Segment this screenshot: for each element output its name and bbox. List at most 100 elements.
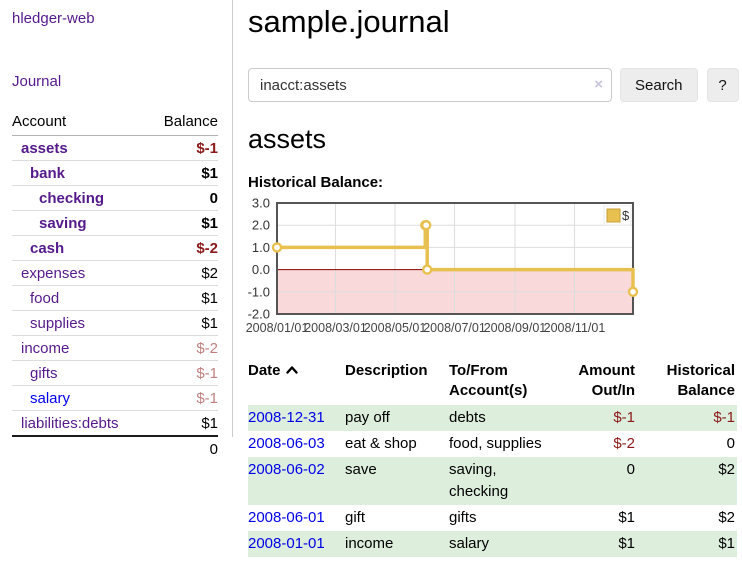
account-row: liabilities:debts $1 bbox=[12, 410, 218, 437]
column-header-amount: Amount Out/In bbox=[578, 362, 635, 399]
transaction-amount: $1 bbox=[561, 531, 637, 557]
column-header-accounts: To/From Account(s) bbox=[449, 362, 528, 399]
account-heading: assets bbox=[248, 124, 327, 154]
sidebar-account-link[interactable]: income bbox=[21, 340, 70, 357]
accounts-total-row: 0 bbox=[12, 435, 218, 461]
sidebar-item-journal[interactable]: Journal bbox=[12, 73, 62, 90]
transaction-accounts: gifts bbox=[449, 509, 477, 526]
transaction-accounts: food, supplies bbox=[449, 435, 542, 452]
sidebar-account-balance: $1 bbox=[148, 285, 218, 311]
sidebar: hledger-web Journal Account Balance asse… bbox=[0, 0, 233, 461]
svg-text:2008/01/01: 2008/01/01 bbox=[246, 321, 309, 335]
accounts-table-body: assets $-1 bank $1 checking 0 saving $1 cash $-2 e… bbox=[12, 135, 218, 461]
transaction-balance: $-1 bbox=[637, 405, 737, 431]
account-row: expenses $2 bbox=[12, 260, 218, 286]
transactions-table-body: 2008-12-31 pay off debts $-1 $-1 2008-06-03 ea… bbox=[248, 405, 737, 557]
svg-text:-2.0: -2.0 bbox=[248, 307, 270, 322]
sidebar-account-link[interactable]: checking bbox=[39, 190, 105, 207]
account-row: saving $1 bbox=[12, 210, 218, 236]
transaction-description: income bbox=[345, 531, 449, 557]
account-row: income $-2 bbox=[12, 335, 218, 361]
transaction-date-link[interactable]: 2008-06-03 bbox=[248, 435, 325, 452]
sidebar-account-link[interactable]: bank bbox=[30, 165, 66, 182]
sidebar-account-link[interactable]: assets bbox=[21, 140, 68, 157]
svg-text:2008/05/01: 2008/05/01 bbox=[364, 321, 427, 335]
account-row: supplies $1 bbox=[12, 310, 218, 336]
transaction-row: 2008-06-03 eat & shop food, supplies $-2 0 bbox=[248, 431, 737, 457]
sidebar-account-balance: $-2 bbox=[148, 335, 218, 361]
sidebar-account-link[interactable]: supplies bbox=[30, 315, 86, 332]
transaction-date-link[interactable]: 2008-06-01 bbox=[248, 509, 325, 526]
account-row: salary $-1 bbox=[12, 385, 218, 411]
svg-text:1.0: 1.0 bbox=[252, 240, 270, 255]
svg-text:$: $ bbox=[622, 208, 630, 223]
svg-text:0.0: 0.0 bbox=[252, 262, 270, 277]
search-button[interactable]: Search bbox=[620, 68, 698, 102]
transaction-accounts: saving, checking bbox=[449, 457, 561, 505]
sidebar-account-link[interactable]: gifts bbox=[30, 365, 58, 382]
transaction-description: eat & shop bbox=[345, 435, 417, 452]
column-header-date[interactable]: Date bbox=[248, 359, 345, 405]
transaction-balance: $1 bbox=[637, 531, 737, 557]
sidebar-account-link[interactable]: liabilities:debts bbox=[21, 415, 119, 432]
column-header-balance: Historical Balance bbox=[666, 362, 735, 399]
transaction-row: 2008-06-02 save saving, checking 0 $2 bbox=[248, 457, 737, 505]
sidebar-account-link[interactable]: food bbox=[30, 290, 60, 307]
sidebar-account-balance: 0 bbox=[148, 185, 218, 211]
sidebar-account-balance: $1 bbox=[148, 160, 218, 186]
chart-container: 3.0 2.0 1.0 0.0 -1.0 -2.0 2008/01/01 2008/03/01… bbox=[240, 196, 742, 343]
transaction-accounts: salary bbox=[449, 531, 561, 557]
sidebar-account-link[interactable]: saving bbox=[39, 215, 87, 232]
svg-text:2008/11/01: 2008/11/01 bbox=[544, 321, 606, 335]
clear-search-icon[interactable]: × bbox=[594, 76, 603, 93]
svg-text:3.0: 3.0 bbox=[252, 197, 270, 211]
help-button[interactable]: ? bbox=[706, 68, 739, 102]
historical-balance-chart: 3.0 2.0 1.0 0.0 -1.0 -2.02008/01/012008/03/01… bbox=[246, 196, 639, 335]
accounts-header-account: Account bbox=[12, 110, 149, 136]
accounts-total-balance: 0 bbox=[148, 435, 218, 461]
account-row: cash $-2 bbox=[12, 235, 218, 261]
sidebar-account-balance: $2 bbox=[148, 260, 218, 286]
search-form: × Search ? bbox=[248, 68, 742, 102]
sidebar-account-balance: $-2 bbox=[148, 235, 218, 261]
transaction-description: save bbox=[345, 457, 449, 505]
sidebar-account-balance: $1 bbox=[148, 310, 218, 336]
transaction-row: 2008-01-01 income salary $1 $1 bbox=[248, 531, 737, 557]
account-row: food $1 bbox=[12, 285, 218, 311]
sidebar-account-balance: $-1 bbox=[148, 360, 218, 386]
transaction-date-link[interactable]: 2008-01-01 bbox=[248, 535, 325, 552]
accounts-header-balance: Balance bbox=[148, 110, 218, 136]
transaction-amount: 0 bbox=[561, 457, 637, 505]
sidebar-account-link[interactable]: expenses bbox=[21, 265, 86, 282]
account-row: gifts $-1 bbox=[12, 360, 218, 386]
transaction-amount: $-1 bbox=[561, 405, 637, 431]
sidebar-account-link[interactable]: cash bbox=[30, 240, 65, 257]
transaction-accounts: debts bbox=[449, 405, 561, 431]
search-input[interactable] bbox=[248, 68, 612, 102]
account-row: bank $1 bbox=[12, 160, 218, 186]
transaction-row: 2008-12-31 pay off debts $-1 $-1 bbox=[248, 405, 737, 431]
transaction-description: gift bbox=[345, 509, 366, 526]
transaction-date-link[interactable]: 2008-12-31 bbox=[248, 409, 325, 426]
main-content: sample.journal × Search ? assets Histori… bbox=[246, 0, 742, 557]
account-row: checking 0 bbox=[12, 185, 218, 211]
chart-heading: Historical Balance: bbox=[248, 174, 384, 191]
sidebar-account-balance: $1 bbox=[148, 210, 218, 236]
account-row: assets $-1 bbox=[12, 135, 218, 161]
sidebar-account-balance: $-1 bbox=[148, 135, 218, 161]
sidebar-account-link[interactable]: salary bbox=[30, 390, 71, 407]
app-title-link[interactable]: hledger-web bbox=[12, 10, 95, 27]
svg-text:2008/07/01: 2008/07/01 bbox=[423, 321, 486, 335]
transaction-balance: $2 bbox=[637, 457, 737, 505]
transaction-balance: $2 bbox=[718, 509, 735, 526]
svg-text:2008/09/01: 2008/09/01 bbox=[484, 321, 547, 335]
svg-text:2008/03/01: 2008/03/01 bbox=[304, 321, 367, 335]
sidebar-account-balance: $1 bbox=[148, 410, 218, 437]
transaction-amount: $1 bbox=[618, 509, 635, 526]
svg-text:2.0: 2.0 bbox=[252, 218, 270, 233]
transaction-balance: 0 bbox=[726, 435, 735, 452]
transaction-date-link[interactable]: 2008-06-02 bbox=[248, 461, 325, 478]
transaction-amount: $-2 bbox=[613, 435, 635, 452]
transaction-row: 2008-06-01 gift gifts $1 $2 bbox=[248, 505, 737, 531]
